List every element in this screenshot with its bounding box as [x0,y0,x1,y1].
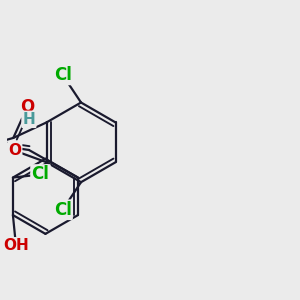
Text: H: H [22,112,35,127]
Text: Cl: Cl [54,66,72,84]
Text: Cl: Cl [32,166,50,184]
Text: O: O [8,143,21,158]
Text: O: O [20,98,34,116]
Text: OH: OH [3,238,29,253]
Text: Cl: Cl [54,201,72,219]
